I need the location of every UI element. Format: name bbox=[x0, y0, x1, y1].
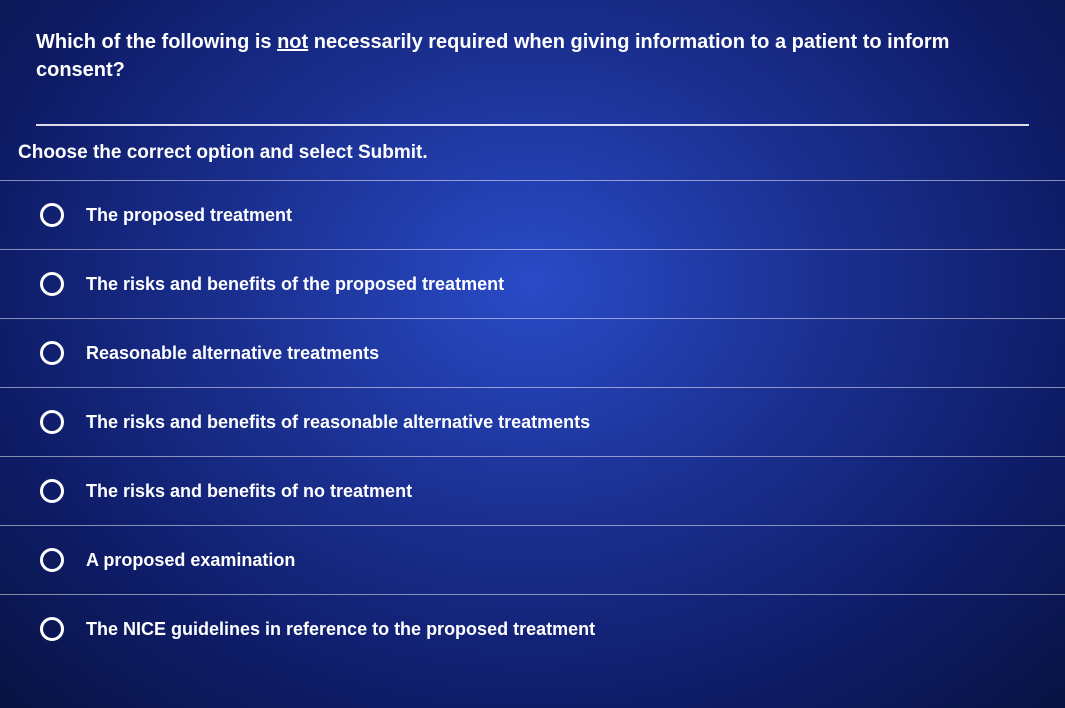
radio-icon[interactable] bbox=[40, 617, 64, 641]
option-row-3[interactable]: Reasonable alternative treatments bbox=[0, 319, 1065, 388]
option-label: The risks and benefits of no treatment bbox=[86, 481, 412, 502]
option-row-7[interactable]: The NICE guidelines in reference to the … bbox=[0, 595, 1065, 663]
question-block: Which of the following is not necessaril… bbox=[0, 28, 1065, 102]
question-prefix: Which of the following is bbox=[36, 31, 277, 53]
quiz-container: Which of the following is not necessaril… bbox=[0, 0, 1065, 708]
option-row-2[interactable]: The risks and benefits of the proposed t… bbox=[0, 250, 1065, 319]
option-row-1[interactable]: The proposed treatment bbox=[0, 181, 1065, 250]
radio-icon[interactable] bbox=[40, 341, 64, 365]
option-row-5[interactable]: The risks and benefits of no treatment bbox=[0, 457, 1065, 526]
option-row-4[interactable]: The risks and benefits of reasonable alt… bbox=[0, 388, 1065, 457]
question-text: Which of the following is not necessaril… bbox=[36, 28, 1029, 84]
option-label: The proposed treatment bbox=[86, 205, 292, 226]
option-row-6[interactable]: A proposed examination bbox=[0, 526, 1065, 595]
radio-icon[interactable] bbox=[40, 272, 64, 296]
option-label: Reasonable alternative treatments bbox=[86, 343, 379, 364]
radio-icon[interactable] bbox=[40, 479, 64, 503]
option-label: The risks and benefits of the proposed t… bbox=[86, 274, 504, 295]
option-label: A proposed examination bbox=[86, 550, 295, 571]
instruction-text: Choose the correct option and select Sub… bbox=[18, 142, 428, 163]
question-emphasis: not bbox=[277, 31, 308, 53]
instruction-row: Choose the correct option and select Sub… bbox=[0, 126, 1065, 181]
option-label: The risks and benefits of reasonable alt… bbox=[86, 412, 590, 433]
radio-icon[interactable] bbox=[40, 548, 64, 572]
radio-icon[interactable] bbox=[40, 203, 64, 227]
radio-icon[interactable] bbox=[40, 410, 64, 434]
option-label: The NICE guidelines in reference to the … bbox=[86, 619, 595, 640]
